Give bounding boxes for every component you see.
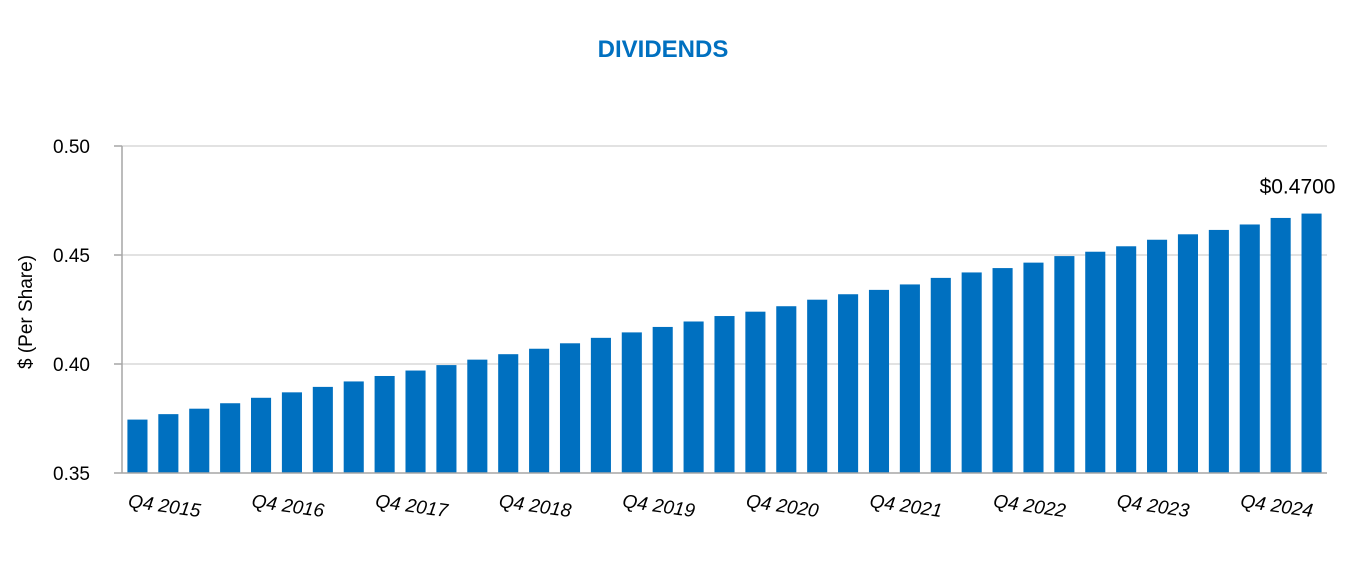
bar	[838, 294, 859, 473]
y-axis-title: $ (Per Share)	[16, 255, 37, 369]
x-tick-label: Q4 2022	[992, 491, 1068, 522]
bar	[436, 365, 457, 473]
bar	[374, 375, 395, 473]
bar	[405, 370, 426, 473]
bar	[961, 272, 982, 473]
bar	[312, 386, 333, 473]
x-tick-label: Q4 2024	[1239, 491, 1314, 522]
bar	[559, 343, 581, 473]
bar	[158, 414, 179, 473]
x-tick-label: Q4 2019	[621, 491, 697, 522]
bar	[250, 397, 272, 473]
bar	[220, 403, 241, 473]
bar	[868, 289, 890, 473]
bar	[807, 299, 828, 473]
bar	[127, 419, 148, 473]
bar	[1116, 246, 1137, 473]
bar	[652, 326, 673, 473]
bar	[899, 284, 920, 473]
y-tick-label: 0.40	[53, 355, 90, 376]
bar	[1208, 229, 1229, 473]
x-tick-label: Q4 2015	[127, 491, 203, 522]
bar	[1054, 256, 1075, 473]
y-tick-labels: 0.35 0.40 0.45 0.50	[53, 137, 122, 485]
bar	[1177, 234, 1199, 473]
bar	[467, 359, 488, 473]
last-bar-data-label: $0.4700	[1260, 176, 1336, 199]
bar	[189, 408, 210, 473]
bar	[776, 306, 797, 473]
bar	[590, 337, 611, 473]
bar	[683, 321, 704, 473]
bar	[1085, 251, 1106, 473]
x-tick-label: Q4 2021	[868, 491, 943, 522]
bar	[621, 332, 642, 473]
bar	[1023, 262, 1044, 473]
x-tick-label: Q4 2023	[1115, 491, 1191, 522]
bar	[1239, 224, 1260, 473]
x-tick-label: Q4 2018	[498, 491, 574, 522]
axes	[121, 146, 1327, 474]
y-tick-label: 0.45	[53, 246, 90, 267]
x-tick-label: Q4 2020	[745, 491, 821, 522]
bar	[1270, 217, 1291, 473]
bar	[1147, 239, 1168, 473]
bar	[930, 277, 951, 473]
bar	[745, 311, 766, 473]
y-tick-label: 0.35	[53, 464, 90, 485]
bar	[343, 381, 364, 473]
x-tick-label: Q4 2017	[374, 491, 451, 522]
bar	[992, 268, 1013, 473]
x-tick-labels: Q4 2015 Q4 2016 Q4 2017 Q4 2018 Q4 2019 Q4 20…	[127, 491, 1314, 522]
y-tick-label: 0.50	[53, 137, 90, 158]
bar	[714, 316, 735, 473]
x-tick-label: Q4 2016	[250, 491, 326, 522]
bars	[127, 213, 1322, 473]
chart-title: DIVIDENDS	[597, 36, 729, 63]
bar	[498, 354, 519, 473]
bar	[281, 392, 302, 473]
bar	[529, 348, 550, 473]
bar	[1301, 213, 1322, 473]
